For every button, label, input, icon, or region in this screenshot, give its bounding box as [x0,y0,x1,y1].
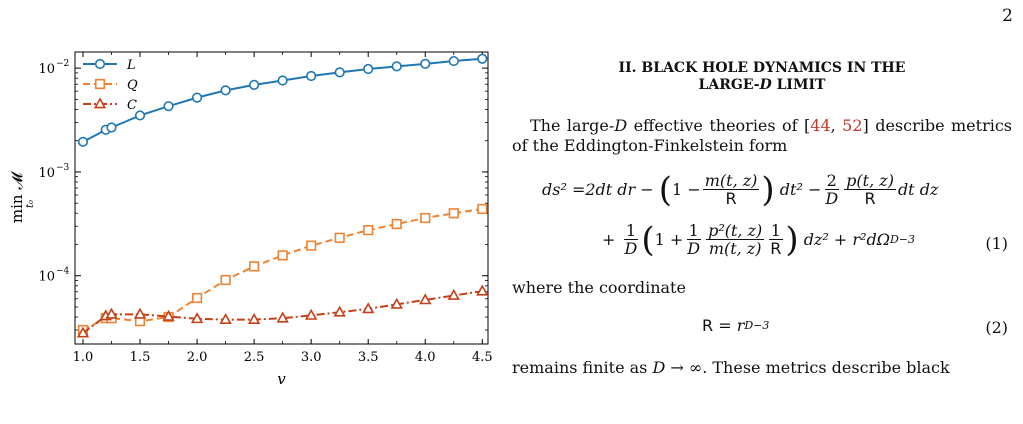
equation-1-number: (1) [985,234,1008,253]
data-point-marker [247,312,261,324]
data-point-marker [306,70,317,82]
y-tick-label: 10 [38,166,55,181]
x-tick-label: 2.0 [187,350,208,365]
data-point-marker [477,53,488,64]
y-tick-exponent: −4 [56,267,70,277]
section-title-line1: II. BLACK HOLE DYNAMICS IN THE [618,60,906,76]
citation-link[interactable]: 52 [842,116,863,135]
paragraph-continue: remains finite as D → ∞. These metrics d… [512,358,950,377]
y-tick-label: 10 [38,62,55,77]
data-point-marker [306,240,317,251]
x-tick-label: 3.0 [301,350,322,365]
log-line-chart: 1.0 1.5 2.0 2.5 3.0 3.5 4.0 4.510−410−310 −2vmin… [8,51,493,388]
data-point-marker [276,311,289,323]
data-point-marker [420,212,431,224]
data-point-marker [420,58,431,69]
plot-frame [74,51,489,345]
data-point-marker [133,307,147,319]
paragraph-where: where the coordinate [512,278,686,297]
x-tick-label: 4.5 [472,350,493,365]
data-point-marker [249,261,260,272]
y-axis-label-subscript: t₀ [25,200,36,208]
data-point-marker [77,136,89,147]
data-point-marker [162,309,175,321]
x-tick-label: 3.5 [358,350,379,365]
data-point-marker [191,92,203,103]
equation-2-body: R = r D−3 [702,316,770,335]
data-point-marker [391,61,402,72]
data-point-marker [163,101,174,112]
data-point-marker [94,78,106,90]
data-point-marker [134,110,146,121]
data-point-marker [477,203,488,215]
series-line-Q [82,207,483,331]
y-tick-exponent: −3 [56,163,70,173]
data-point-marker [220,274,231,286]
data-point-marker [419,293,432,305]
data-point-marker [219,312,232,324]
data-point-marker [333,305,346,317]
equation-2: R = r D−3 (2) [512,310,1012,344]
data-point-marker [220,85,231,96]
paragraph-intro: The large-D effective theories of [44, 5… [512,116,1013,155]
section-title-line2: LARGE-D LIMIT [698,77,826,93]
data-point-marker [363,225,374,236]
x-tick-label: 4.0 [415,350,436,365]
data-point-marker [448,55,459,67]
section-title: II. BLACK HOLE DYNAMICS IN THE LARGE-D L… [512,60,1012,94]
data-point-marker [106,122,117,133]
x-tick-label: 1.0 [73,350,94,365]
data-point-marker [390,297,403,309]
data-point-marker [190,312,204,324]
x-axis-label: v [277,370,286,388]
series-line-L [82,57,483,143]
data-point-marker [391,218,402,230]
legend-label-Q: Q [127,78,138,93]
x-tick-label: 1.5 [130,350,151,365]
data-point-marker [305,308,318,320]
y-tick-label: 10 [38,270,55,285]
data-point-marker [249,79,260,90]
data-point-marker [105,307,118,319]
data-point-marker [334,232,345,243]
figure-chart: 1.0 1.5 2.0 2.5 3.0 3.5 4.0 4.5 10 −4 10 −3 10 −2 v min… [0,38,500,398]
equation-2-number: (2) [985,318,1008,337]
text-column: II. BLACK HOLE DYNAMICS IN THE LARGE-D L… [512,60,1012,378]
data-point-marker [191,292,203,304]
data-point-marker [277,250,288,261]
y-axis-label: min 𝓜 [8,171,26,223]
data-point-marker [448,208,459,219]
data-point-marker [363,63,374,75]
citation-link[interactable]: 44 [810,116,831,135]
data-point-marker [94,58,106,70]
data-point-marker [277,75,288,86]
data-point-marker [362,302,375,314]
legend-label-L: L [126,58,136,73]
data-point-marker [447,288,460,300]
y-tick-exponent: −2 [56,59,69,69]
series-line-C [82,290,483,334]
legend-label-C: C [127,98,137,113]
page-number: 2 [1002,6,1013,26]
data-point-marker [76,326,90,338]
data-point-marker [334,67,345,78]
data-point-marker [476,284,489,296]
x-tick-label: 2.5 [244,350,265,365]
data-point-marker [93,97,107,109]
